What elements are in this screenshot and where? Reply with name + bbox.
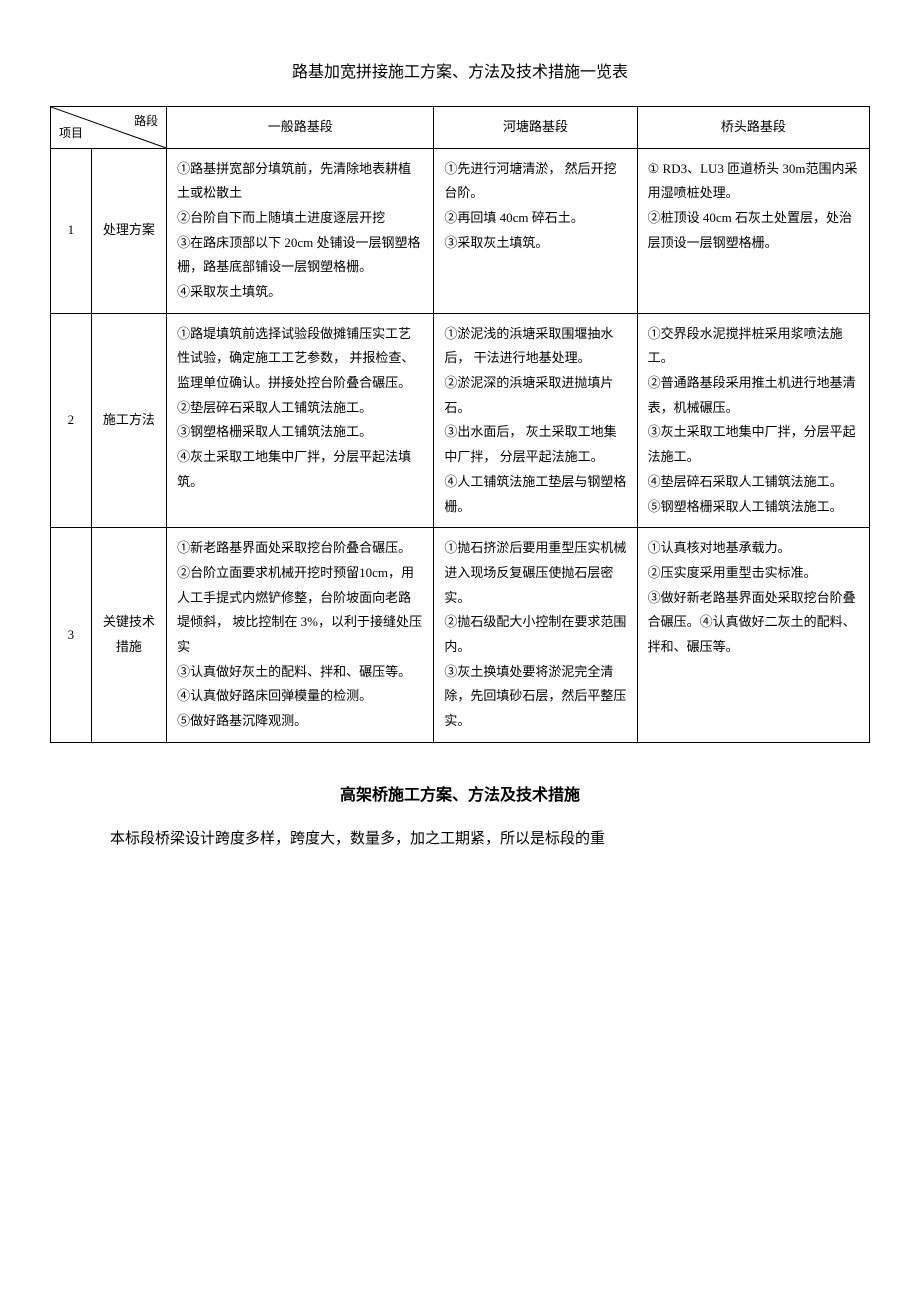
cell-general: ①新老路基界面处采取挖台阶叠合碾压。 ②台阶立面要求机械开挖时预留10cm，用人… (167, 528, 434, 743)
cell-bridge: ①交界段水泥搅拌桩采用浆喷法施工。 ②普通路基段采用推土机进行地基清表，机械碾压… (637, 313, 869, 528)
header-section-label: 路段 (134, 110, 158, 133)
header-pond: 河塘路基段 (434, 106, 637, 148)
table-header-row: 路段 项目 一般路基段 河塘路基段 桥头路基段 (51, 106, 870, 148)
row-number: 1 (51, 148, 92, 313)
section-paragraph: 本标段桥梁设计跨度多样，跨度大，数量多，加之工期紧，所以是标段的重 (50, 824, 870, 854)
cell-bridge: ① RD3、LU3 匝道桥头 30m范围内采用湿喷桩处理。 ②桩顶设 40cm … (637, 148, 869, 313)
header-project-label: 项目 (59, 122, 83, 145)
cell-general: ①路基拼宽部分填筑前，先清除地表耕植土或松散土 ②台阶自下而上随填土进度逐层开挖… (167, 148, 434, 313)
cell-general: ①路堤填筑前选择试验段做摊铺压实工艺性试验，确定施工工艺参数， 并报检查、 监理… (167, 313, 434, 528)
table-row: 3关键技术措施①新老路基界面处采取挖台阶叠合碾压。 ②台阶立面要求机械开挖时预留… (51, 528, 870, 743)
row-number: 3 (51, 528, 92, 743)
cell-pond: ①先进行河塘清淤， 然后开挖台阶。 ②再回填 40cm 碎石土。 ③采取灰土填筑… (434, 148, 637, 313)
cell-bridge: ①认真核对地基承载力。 ②压实度采用重型击实标准。 ③做好新老路基界面处采取挖台… (637, 528, 869, 743)
row-project: 处理方案 (91, 148, 167, 313)
construction-table: 路段 项目 一般路基段 河塘路基段 桥头路基段 1处理方案①路基拼宽部分填筑前，… (50, 106, 870, 743)
header-general: 一般路基段 (167, 106, 434, 148)
table-row: 1处理方案①路基拼宽部分填筑前，先清除地表耕植土或松散土 ②台阶自下而上随填土进… (51, 148, 870, 313)
table-row: 2施工方法①路堤填筑前选择试验段做摊铺压实工艺性试验，确定施工工艺参数， 并报检… (51, 313, 870, 528)
page-title: 路基加宽拼接施工方案、方法及技术措施一览表 (50, 60, 870, 86)
cell-pond: ①淤泥浅的浜塘采取围堰抽水后， 干法进行地基处理。 ②淤泥深的浜塘采取进抛填片石… (434, 313, 637, 528)
row-project: 施工方法 (91, 313, 167, 528)
header-bridge: 桥头路基段 (637, 106, 869, 148)
diagonal-header: 路段 项目 (51, 106, 167, 148)
row-project: 关键技术措施 (91, 528, 167, 743)
cell-pond: ①抛石挤淤后要用重型压实机械进入现场反复碾压使抛石层密实。 ②抛石级配大小控制在… (434, 528, 637, 743)
section-title: 高架桥施工方案、方法及技术措施 (50, 783, 870, 809)
row-number: 2 (51, 313, 92, 528)
